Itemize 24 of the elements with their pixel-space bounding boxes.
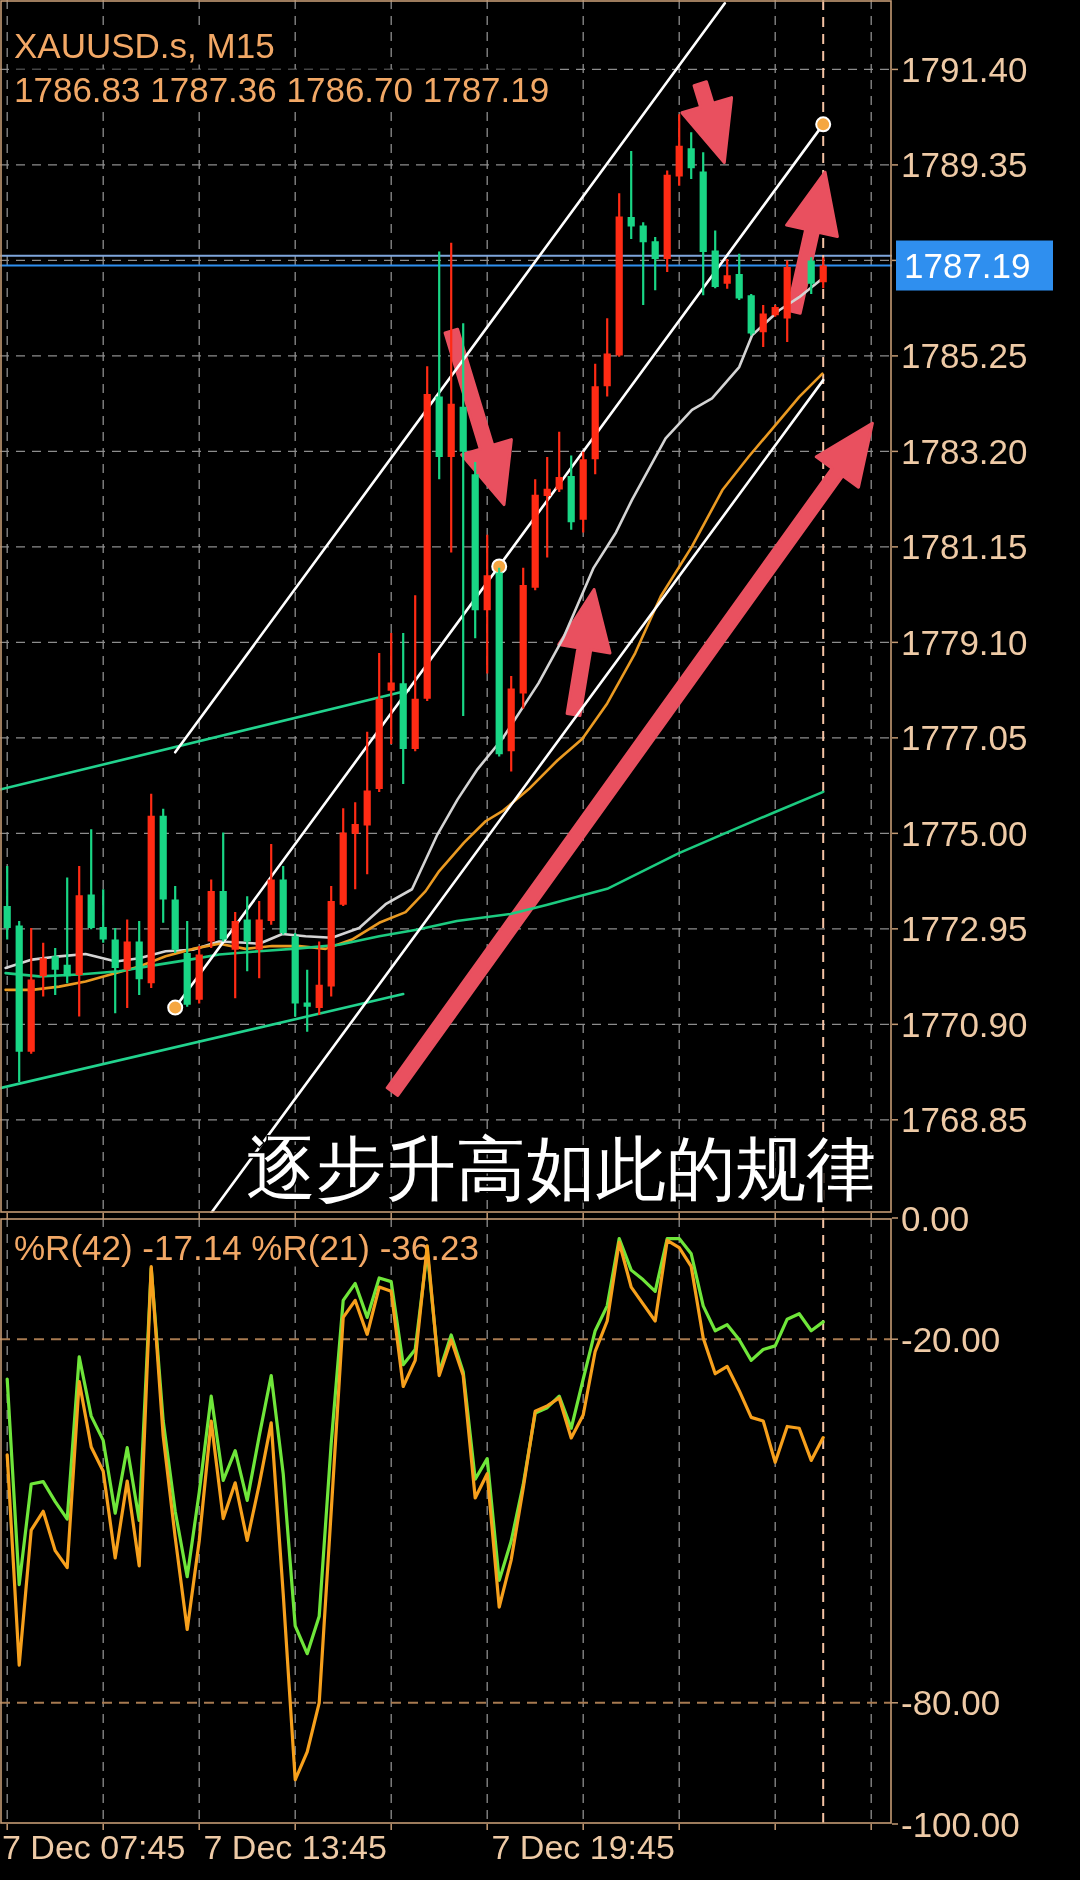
y-tick-label: 1770.90 bbox=[901, 1004, 1028, 1044]
y-tick-label: 1789.35 bbox=[901, 145, 1028, 185]
y-tick-label: 1772.95 bbox=[901, 909, 1028, 949]
subtitle: 1786.83 1787.36 1786.70 1787.19 bbox=[14, 69, 550, 109]
y-tick-label: 1785.25 bbox=[901, 336, 1028, 376]
x-tick-label: 7 Dec 07:45 bbox=[2, 1828, 186, 1866]
y-tick-label: -80.00 bbox=[901, 1683, 1001, 1723]
y-tick-label: -100.00 bbox=[901, 1804, 1020, 1844]
y-tick-label: 1783.20 bbox=[901, 431, 1028, 471]
y-tick-label: 0.00 bbox=[901, 1198, 970, 1238]
title: %R(42) -17.14 %R(21) -36.23 bbox=[14, 1227, 479, 1267]
y-tick-label: 1768.85 bbox=[901, 1100, 1028, 1140]
title: XAUUSD.s, M15 bbox=[14, 25, 275, 65]
y-tick-label: 1779.10 bbox=[901, 622, 1028, 662]
y-tick-label: 1781.15 bbox=[901, 527, 1028, 567]
y-tick-label: 1777.05 bbox=[901, 718, 1028, 758]
ref-label: 1787.19 bbox=[896, 240, 1053, 291]
y-tick-label: 1775.00 bbox=[901, 813, 1028, 853]
y-tick-label: -20.00 bbox=[901, 1319, 1001, 1359]
annotation: 逐步升高如此的规律 bbox=[246, 1128, 876, 1210]
y-tick-label: 1791.40 bbox=[901, 49, 1028, 89]
ref-line-label: 1787.19 bbox=[904, 246, 1031, 286]
x-tick-label: 7 Dec 13:45 bbox=[203, 1828, 387, 1866]
x-tick-label: 7 Dec 19:45 bbox=[491, 1828, 675, 1866]
